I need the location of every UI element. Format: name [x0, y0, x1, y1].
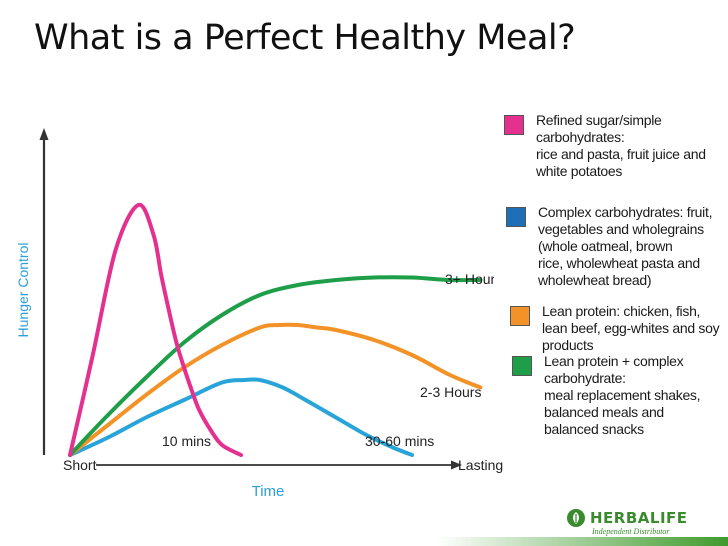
legend-item-3: Lean protein: chicken, fish, lean beef, e…: [510, 303, 722, 354]
legend-line: Lean protein + complex: [544, 353, 684, 369]
herbalife-leaf-icon: [567, 509, 585, 527]
series-line-2: [68, 377, 414, 457]
series-end-label-3: 2-3 Hours: [420, 384, 481, 400]
legend-line: rice, wholewheat pasta and: [538, 255, 700, 271]
series-end-labels: 10 mins 30-60 mins 2-3 Hours 3+ Hours: [162, 271, 502, 449]
legend-line: carbohydrate:: [544, 370, 626, 386]
legend-item-1: Refined sugar/simple carbohydrates: rice a…: [504, 112, 716, 180]
x-axis-arrow: [451, 460, 462, 470]
legend-line: carbohydrates:: [536, 129, 625, 145]
legend-line: balanced snacks: [544, 421, 644, 437]
legend-item-4: Lean protein + complex carbohydrate: meal …: [512, 353, 724, 438]
legend-line: vegetables and wholegrains: [538, 221, 704, 237]
brand-name: HERBALIFE: [590, 508, 688, 527]
series-end-label-4: 3+ Hours: [445, 271, 502, 287]
legend-text-4: Lean protein + complex carbohydrate: meal …: [544, 353, 724, 438]
legend-line: Lean protein: chicken, fish,: [542, 303, 701, 319]
footer-bar: [0, 537, 728, 546]
series-line-3: [68, 322, 483, 457]
series-line-1: [68, 202, 243, 457]
legend-line: balanced meals and: [544, 404, 664, 420]
series-end-label-2: 30-60 mins: [365, 433, 434, 449]
legend-line: rice and pasta, fruit juice and: [536, 146, 706, 162]
legend-text-3: Lean protein: chicken, fish, lean beef, e…: [542, 303, 722, 354]
legend-text-2: Complex carbohydrates: fruit, vegetables …: [538, 204, 718, 289]
legend-swatch-1: [504, 115, 524, 135]
slide-title: What is a Perfect Healthy Meal?: [34, 18, 576, 58]
series-end-label-1: 10 mins: [162, 433, 211, 449]
legend-line: Refined sugar/simple: [536, 112, 662, 128]
legend-line: products: [542, 337, 594, 353]
legend-swatch-2: [506, 207, 526, 227]
plot-area: [68, 202, 483, 457]
legend-item-2: Complex carbohydrates: fruit, vegetables …: [506, 204, 718, 289]
legend-line: white potatoes: [536, 163, 623, 179]
y-axis-arrow: [39, 128, 49, 140]
x-axis-end-label: Lasting: [458, 457, 503, 473]
legend-line: Complex carbohydrates: fruit,: [538, 204, 713, 220]
legend-line: (whole oatmeal, brown: [538, 238, 673, 254]
brand-subtitle: Independent Distributor: [592, 527, 670, 536]
brand-logo: HERBALIFE Independent Distributor: [566, 508, 688, 536]
chart-axes: Short Lasting Time Hunger Control: [15, 128, 503, 500]
legend-text-1: Refined sugar/simple carbohydrates: rice a…: [536, 112, 716, 180]
x-axis-start-label: Short: [63, 457, 97, 473]
series-line-4: [68, 275, 483, 457]
legend-line: meal replacement shakes,: [544, 387, 701, 403]
legend-swatch-4: [512, 356, 532, 376]
legend-line: lean beef, egg-whites and soy: [542, 320, 720, 336]
x-axis-title: Time: [252, 483, 285, 500]
y-axis-title: Hunger Control: [15, 243, 31, 338]
legend-line: wholewheat bread): [538, 272, 652, 288]
legend-swatch-3: [510, 306, 530, 326]
